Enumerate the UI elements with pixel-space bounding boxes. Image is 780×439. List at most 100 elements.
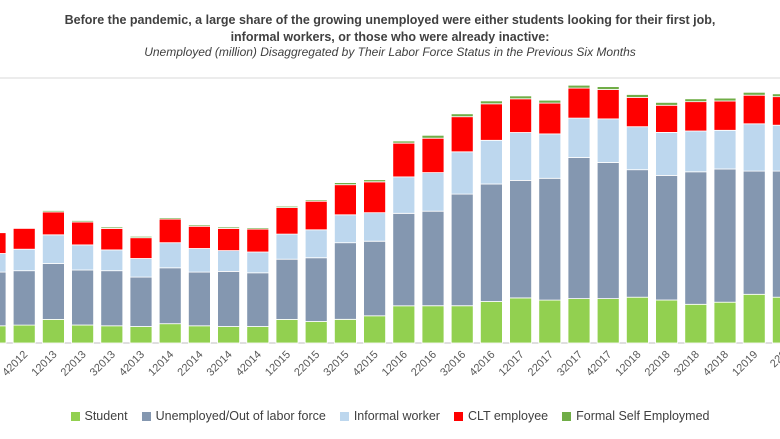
chart-title-line1: Before the pandemic, a large share of th…	[64, 13, 716, 27]
bar-segment-1-32016	[450, 193, 474, 307]
bar-segment-2-42016	[479, 139, 503, 185]
bar-segment-4-12019	[742, 91, 766, 96]
x-tick-label: 42016	[467, 349, 497, 379]
bar-segment-3-32016	[450, 116, 474, 153]
bar-segment-3-32015	[333, 184, 357, 216]
bar-segment-3-12015	[275, 207, 299, 235]
x-tick-label: 22014	[175, 349, 205, 379]
bar-segment-0-22013	[71, 324, 94, 344]
bar-segment-0-42014	[246, 326, 270, 344]
bar-segment-3-42015	[363, 181, 387, 214]
bar-segment-4-12013	[42, 210, 65, 213]
bar-segment-0-22018	[655, 299, 678, 344]
bar-segment-1-42012	[12, 270, 36, 326]
x-tick-label: 32013	[88, 349, 118, 379]
bar-segment-3-12014	[158, 218, 182, 244]
legend-item-0: Student	[70, 409, 128, 423]
x-tick-label: 22015	[292, 349, 322, 379]
x-tick-label: 42017	[584, 349, 614, 379]
bar-segment-1-42016	[479, 183, 503, 302]
bar-segment-3-12017	[509, 98, 533, 133]
bar-segment-0-12018	[626, 296, 649, 344]
bar-segment-4-22014	[187, 224, 211, 227]
x-tick-label: 32018	[672, 349, 702, 379]
bar-segment-0-42013	[129, 326, 153, 344]
x-tick-label: 42013	[117, 349, 147, 379]
legend-swatch	[141, 411, 151, 421]
legend-item-3: CLT employee	[453, 409, 549, 423]
bars-group	[0, 84, 780, 344]
chart-subtitle: Unemployed (million) Disaggregated by Th…	[144, 45, 636, 59]
x-tick-label: 12	[0, 349, 1, 366]
bar-segment-2-42012	[12, 248, 36, 272]
bar-segment-0-42012	[12, 324, 36, 344]
legend-label: CLT employee	[467, 409, 549, 423]
bar-segment-4-12014	[158, 217, 182, 220]
bar-segment-3-42012	[12, 227, 36, 250]
bar-segment-0-22016	[421, 305, 445, 344]
bar-segment-2-32018	[684, 130, 708, 173]
x-tick-label: 32015	[321, 349, 351, 379]
bar-segment-4-42015	[363, 179, 387, 183]
bar-segment-1-42018	[713, 168, 737, 303]
bar-segment-2-22017	[538, 133, 562, 179]
bar-segment-3-22014	[187, 225, 211, 249]
bar-segment-4-32018	[684, 98, 708, 103]
bar-segment-3-12013	[42, 211, 65, 236]
x-tick-label: 22018	[643, 349, 673, 379]
bar-segment-4-42014	[246, 227, 270, 230]
bar-segment-4-42016	[479, 100, 503, 105]
bar-segment-3-22019	[772, 96, 780, 126]
bar-segment-0-22015	[304, 321, 328, 344]
bar-segment-2-32016	[450, 151, 474, 195]
bar-segment-0-12015	[275, 318, 299, 344]
bar-segment-0-22019	[772, 296, 780, 344]
bar-segment-1-22013	[71, 269, 94, 326]
bar-segment-3-32012	[0, 232, 7, 254]
bar-segment-3-42013	[129, 237, 153, 259]
bar-segment-4-32013	[100, 226, 124, 229]
bar-segment-3-32014	[217, 227, 241, 251]
bar-segment-0-12019	[742, 293, 766, 344]
bar-segment-1-42013	[129, 276, 153, 327]
legend-label: Formal Self Employmed	[576, 409, 710, 423]
bar-segment-0-32013	[100, 325, 124, 344]
bar-segment-0-42018	[713, 301, 737, 344]
bar-segment-3-42017	[596, 89, 620, 120]
bar-segment-1-12016	[392, 212, 416, 307]
bar-segment-0-22017	[538, 299, 562, 344]
legend: Student Unemployed/Out of labor force Info…	[0, 409, 780, 423]
bar-segment-0-12017	[509, 297, 533, 344]
x-tick-label: 32016	[438, 349, 468, 379]
bar-segment-3-32017	[567, 87, 591, 119]
bar-segment-4-32017	[567, 84, 591, 89]
x-tick-label: 32014	[205, 349, 235, 379]
bar-segment-1-42014	[246, 272, 270, 327]
bar-segment-1-12018	[626, 169, 649, 298]
x-tick-label: 42014	[234, 349, 264, 379]
bar-segment-3-42016	[479, 103, 503, 141]
bar-segment-1-32014	[217, 270, 241, 327]
bar-segment-4-12018	[626, 94, 649, 98]
bar-segment-4-12016	[392, 140, 416, 144]
bar-segment-1-32017	[567, 157, 591, 300]
bar-segment-2-42013	[129, 258, 153, 278]
bar-segment-4-22015	[304, 199, 328, 202]
bar-segment-0-32018	[684, 303, 708, 344]
bar-segment-0-12014	[158, 323, 182, 344]
bar-segment-2-42017	[596, 118, 620, 163]
x-tick-label: 12013	[29, 349, 59, 379]
bar-segment-0-42015	[363, 315, 387, 344]
bar-segment-1-12017	[509, 179, 533, 299]
bar-segment-4-42017	[596, 86, 620, 90]
bar-segment-2-12019	[742, 123, 766, 172]
legend-label: Unemployed/Out of labor force	[155, 409, 326, 423]
bar-segment-1-42017	[596, 162, 620, 300]
x-tick-label: 12014	[146, 349, 176, 379]
bar-segment-2-22018	[655, 131, 678, 176]
bar-segment-1-32018	[684, 171, 708, 305]
bar-segment-0-32012	[0, 325, 7, 344]
legend-swatch	[339, 411, 349, 421]
bar-segment-3-22013	[71, 221, 94, 246]
